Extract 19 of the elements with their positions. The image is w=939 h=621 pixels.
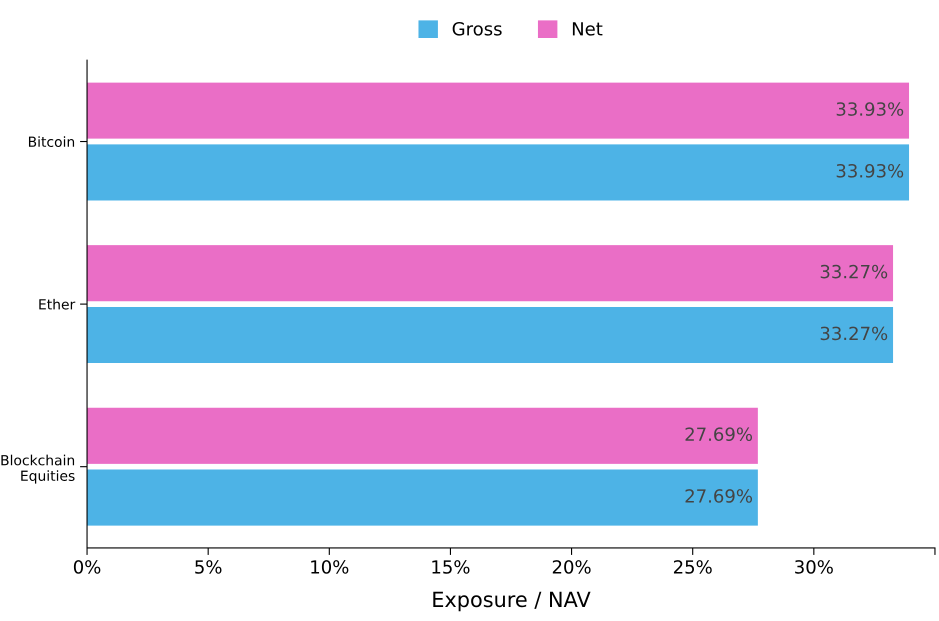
x-tick-label: 10% bbox=[311, 560, 348, 574]
x-axis-title: Exposure / NAV bbox=[433, 592, 591, 612]
data-label: 33.93% bbox=[836, 102, 904, 116]
y-tick-label: Bitcoin bbox=[28, 136, 74, 147]
y-tick-label: Blockchain Equities bbox=[1, 454, 75, 484]
data-label: 33.27% bbox=[820, 326, 888, 340]
legend-label: Gross bbox=[452, 22, 502, 36]
y-tick-label: Ether bbox=[39, 298, 76, 310]
data-label: 33.27% bbox=[820, 264, 888, 278]
x-tick-label: 0% bbox=[74, 560, 100, 574]
x-tick-label: 5% bbox=[195, 560, 222, 574]
x-tick-label: 15% bbox=[432, 560, 470, 574]
x-tick-label: 20% bbox=[552, 560, 591, 574]
data-label: 27.69% bbox=[686, 427, 752, 442]
data-label: 33.93% bbox=[836, 164, 904, 178]
legend-label: Net bbox=[572, 22, 602, 36]
x-tick-label: 25% bbox=[674, 560, 712, 574]
x-tick-label: 30% bbox=[795, 560, 833, 574]
data-label: 27.69% bbox=[686, 489, 752, 503]
